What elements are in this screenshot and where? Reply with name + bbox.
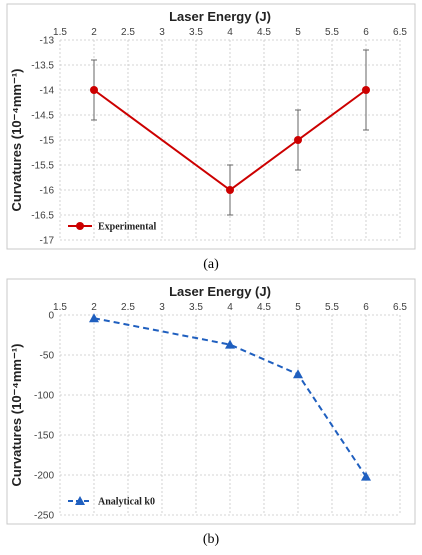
chart-panel-a: 1.5 2 2.5 3 3.5 4 4.5 5 5.5 6 6.5 -13 -13.5 -14 -14.5 -… xyxy=(0,0,422,275)
chart-a-x-axis-title: Laser Energy (J) xyxy=(169,9,271,24)
chart-b-x-tick-label: 6 xyxy=(363,302,369,313)
chart-a-data-point xyxy=(226,186,234,194)
chart-b-legend-label: Analytical k0 xyxy=(98,497,155,508)
chart-a-y-tick-label: -16.5 xyxy=(31,211,54,222)
chart-a-x-tick-label: 5 xyxy=(295,27,301,38)
chart-b-y-tick-label: -50 xyxy=(40,351,55,362)
chart-a-x-tick-label: 6 xyxy=(363,27,369,38)
chart-a-panel-caption: (a) xyxy=(203,257,219,272)
chart-a-y-tick-label: -16 xyxy=(40,186,55,197)
chart-b-data-point xyxy=(89,313,99,323)
chart-a-y-axis-title: Curvatures (10⁻⁴mm⁻¹) xyxy=(9,69,24,212)
chart-a-x-tick-label: 5.5 xyxy=(325,27,339,38)
chart-a-x-tick-label: 4 xyxy=(227,27,233,38)
chart-b-y-tick-label: -250 xyxy=(34,511,54,522)
chart-b-data-point xyxy=(361,471,371,481)
chart-b-y-tick-label: 0 xyxy=(48,311,54,322)
chart-b-data-point xyxy=(293,369,303,379)
chart-a-frame xyxy=(6,3,416,250)
chart-b-y-tick-label: -100 xyxy=(34,391,54,402)
chart-b-x-tick-label: 5.5 xyxy=(325,302,339,313)
chart-a-x-tick-label: 6.5 xyxy=(393,27,407,38)
chart-a-data-point xyxy=(362,86,370,94)
chart-b-x-tick-label: 4.5 xyxy=(257,302,271,313)
chart-b-frame xyxy=(6,278,416,525)
chart-a-series-line xyxy=(93,89,367,192)
chart-a-legend-marker xyxy=(76,222,84,230)
chart-b-x-tick-label: 4 xyxy=(227,302,233,313)
chart-a-data-point xyxy=(90,86,98,94)
chart-a-x-tick-label: 2 xyxy=(91,27,97,38)
chart-b-x-tick-label: 1.5 xyxy=(53,302,67,313)
chart-b-x-axis-title: Laser Energy (J) xyxy=(169,284,271,299)
chart-panel-b: 1.5 2 2.5 3 3.5 4 4.5 5 5.5 6 6.5 0 -50 -100 -150 -200 -… xyxy=(0,275,422,550)
chart-a-x-tick-label: 2.5 xyxy=(121,27,135,38)
chart-a-svg: 1.5 2 2.5 3 3.5 4 4.5 5 5.5 6 6.5 -13 -13.5 -14 -14.5 -… xyxy=(6,3,416,272)
chart-b-x-tick-label: 2 xyxy=(91,302,97,313)
chart-a-y-tick-label: -13 xyxy=(40,36,55,47)
chart-b-x-tick-label: 3 xyxy=(159,302,165,313)
chart-b-data-point xyxy=(225,339,235,349)
chart-b-x-tick-label: 5 xyxy=(295,302,301,313)
chart-b-x-tick-label: 3.5 xyxy=(189,302,203,313)
chart-b-series-line xyxy=(93,317,367,478)
chart-b-svg: 1.5 2 2.5 3 3.5 4 4.5 5 5.5 6 6.5 0 -50 -100 -150 -200 -… xyxy=(6,278,416,547)
chart-b-legend-marker xyxy=(75,496,85,505)
chart-a-y-tick-label: -13.5 xyxy=(31,61,54,72)
chart-a-y-tick-label: -14 xyxy=(40,86,55,97)
chart-a-y-tick-label: -14.5 xyxy=(31,111,54,122)
chart-b-x-tick-label: 6.5 xyxy=(393,302,407,313)
chart-a-x-tick-label: 1.5 xyxy=(53,27,67,38)
chart-a-y-tick-label: -15 xyxy=(40,136,55,147)
chart-b-y-tick-label: -200 xyxy=(34,471,54,482)
chart-a-x-tick-label: 4.5 xyxy=(257,27,271,38)
chart-a-y-tick-label: -15.5 xyxy=(31,161,54,172)
chart-a-x-tick-label: 3.5 xyxy=(189,27,203,38)
chart-a-legend-label: Experimental xyxy=(98,222,157,233)
chart-a-y-tick-label: -17 xyxy=(40,236,55,247)
chart-b-x-tick-label: 2.5 xyxy=(121,302,135,313)
chart-a-x-tick-label: 3 xyxy=(159,27,165,38)
chart-a-data-point xyxy=(294,136,302,144)
chart-b-y-axis-title: Curvatures (10⁻⁴mm⁻¹) xyxy=(9,344,24,487)
chart-b-panel-caption: (b) xyxy=(203,532,220,547)
chart-b-y-tick-label: -150 xyxy=(34,431,54,442)
